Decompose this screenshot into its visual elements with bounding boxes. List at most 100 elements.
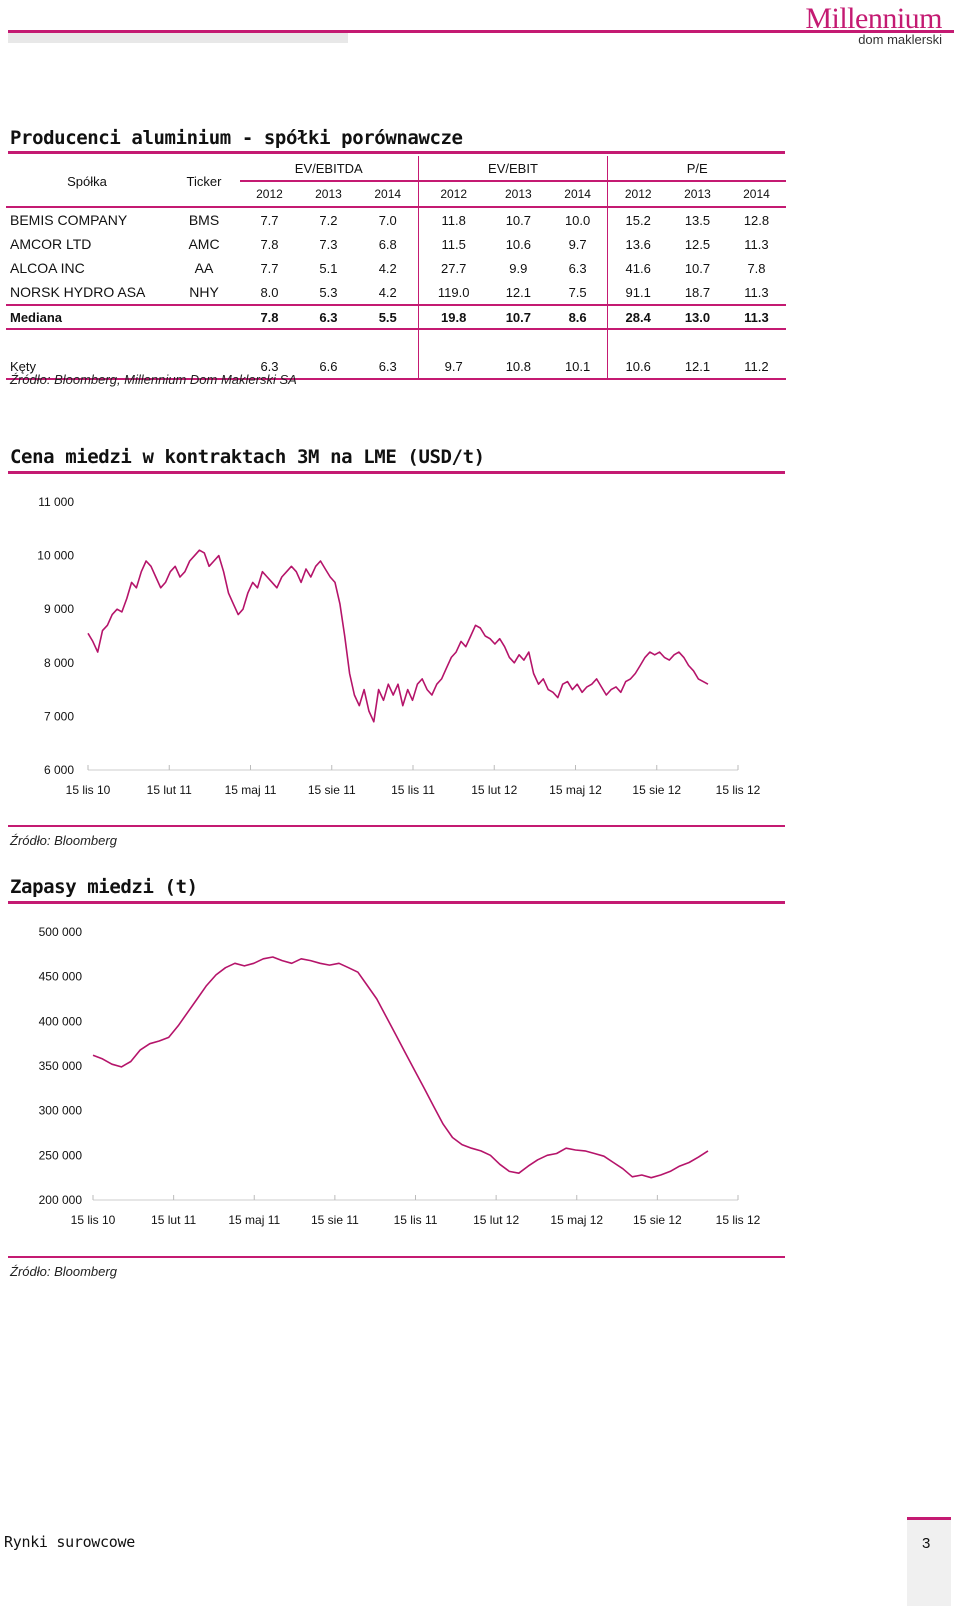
value-cell: 6.3 xyxy=(240,354,299,380)
value-cell: 9.7 xyxy=(568,236,587,252)
chart2-title: Zapasy miedzi (t) xyxy=(10,876,198,898)
x-tick-label: 15 sie 11 xyxy=(308,783,356,797)
chart1-bottom-rule xyxy=(8,825,785,827)
x-tick-label: 15 maj 11 xyxy=(225,783,277,797)
x-tick-label: 15 lis 11 xyxy=(391,783,435,797)
value-cell: 10.7 xyxy=(505,212,531,228)
x-tick-label: 15 maj 12 xyxy=(550,1213,603,1227)
value-cell: 6.8 xyxy=(378,236,397,252)
company-name: AMCOR LTD xyxy=(10,236,92,252)
company-name: Mediana xyxy=(6,304,168,330)
value-cell: 7.3 xyxy=(319,236,338,252)
x-tick-label: 15 lut 12 xyxy=(471,783,517,797)
value-cell: 5.5 xyxy=(357,304,419,330)
value-cell: 15.2 xyxy=(607,207,668,232)
y-tick-label: 7 000 xyxy=(44,709,74,723)
value-cell: 10.1 xyxy=(547,354,608,380)
y-tick-label: 200 000 xyxy=(39,1193,83,1207)
x-tick-label: 15 lis 10 xyxy=(71,1213,116,1227)
spacer-row xyxy=(6,329,786,354)
value-cell: 7.2 xyxy=(319,212,338,228)
value-cell: 10.7 xyxy=(684,260,711,276)
group-header-evebitda: EV/EBITDA xyxy=(240,156,419,182)
value-cell: 4.2 xyxy=(378,260,397,276)
value-cell: 5.3 xyxy=(319,284,338,300)
value-cell: 8.0 xyxy=(260,284,279,300)
company-name: ALCOA INC xyxy=(10,260,85,276)
year-header: 2014 xyxy=(547,181,608,208)
x-tick-label: 15 lis 12 xyxy=(716,783,761,797)
copper-stocks-chart: 500 000 450 000 400 000 350 000 300 000 250 0… xyxy=(0,910,790,1260)
x-tick-label: 15 lut 11 xyxy=(147,783,192,797)
comparison-table: Spółka Ticker EV/EBITDA EV/EBIT P/E 2012… xyxy=(6,156,786,380)
series-line xyxy=(87,549,709,723)
value-cell: 11.8 xyxy=(417,207,489,232)
table-title: Producenci aluminium - spółki porównawcz… xyxy=(10,127,463,149)
value-cell: 11.3 xyxy=(726,304,786,330)
x-tick-label: 15 maj 11 xyxy=(228,1213,280,1227)
ticker xyxy=(168,354,240,380)
x-tick-label: 15 lis 12 xyxy=(716,1213,761,1227)
value-cell: 13.5 xyxy=(684,212,711,228)
copper-stocks-chart-svg: 500 000 450 000 400 000 350 000 300 000 250 0… xyxy=(39,925,761,1227)
value-cell: 12.1 xyxy=(505,284,531,300)
value-cell: 13.0 xyxy=(667,304,727,330)
value-cell: 6.3 xyxy=(357,354,419,380)
year-header: 2012 xyxy=(607,181,668,208)
footer-page-box xyxy=(907,1520,951,1606)
y-tick-label: 300 000 xyxy=(39,1104,83,1118)
year-header: 2013 xyxy=(488,181,548,208)
x-tick-label: 15 maj 12 xyxy=(549,783,602,797)
company-name: BEMIS COMPANY xyxy=(10,212,128,228)
y-tick-label: 400 000 xyxy=(39,1014,83,1028)
value-cell: 11.5 xyxy=(417,232,489,256)
header-gray-bar xyxy=(8,33,348,43)
value-cell: 6.3 xyxy=(568,260,587,276)
value-cell: 91.1 xyxy=(607,280,668,305)
value-cell: 8.6 xyxy=(547,304,608,330)
value-cell: 10.6 xyxy=(505,236,531,252)
value-cell: 41.6 xyxy=(607,256,668,280)
group-header-pe: P/E xyxy=(607,156,786,182)
table-row: BEMIS COMPANY BMS 7.7 7.2 7.0 11.8 10.7 10.0 15.… xyxy=(6,207,786,232)
table-row: NORSK HYDRO ASA NHY 8.0 5.3 4.2 119.0 12.1 7.5 9… xyxy=(6,280,786,305)
x-tick-label: 15 lis 10 xyxy=(66,783,111,797)
year-header: 2013 xyxy=(667,181,727,208)
group-header-evebit: EV/EBIT xyxy=(417,156,608,182)
brand-logo: Millennium dom maklerski xyxy=(805,2,942,47)
footer-section-label: Rynki surowcowe xyxy=(4,1533,135,1551)
copper-price-chart: 11 000 10 000 9 000 8 000 7 000 6 000 15 lis 1… xyxy=(0,480,790,825)
y-tick-label: 450 000 xyxy=(39,970,83,984)
value-cell: 10.8 xyxy=(488,354,548,380)
y-tick-label: 6 000 xyxy=(44,763,74,777)
y-tick-label: 8 000 xyxy=(44,656,74,670)
y-tick-label: 11 000 xyxy=(38,495,74,509)
value-cell: 10.0 xyxy=(564,212,591,228)
header-accent-bar xyxy=(8,30,954,33)
value-cell: 19.8 xyxy=(417,304,489,330)
brand-sub: dom maklerski xyxy=(858,32,942,47)
x-tick-label: 15 sie 11 xyxy=(311,1213,359,1227)
year-header: 2014 xyxy=(726,181,786,208)
year-header: 2013 xyxy=(298,181,358,208)
copper-price-chart-svg: 11 000 10 000 9 000 8 000 7 000 6 000 15 lis 1… xyxy=(37,495,761,797)
y-tick-label: 500 000 xyxy=(39,925,83,939)
value-cell: 12.1 xyxy=(667,354,727,380)
company-name: Kęty xyxy=(6,354,168,380)
ticker xyxy=(168,304,240,330)
value-cell: 12.5 xyxy=(684,236,711,252)
y-tick-label: 10 000 xyxy=(37,549,74,563)
value-cell: 7.8 xyxy=(747,260,766,276)
value-cell: 4.2 xyxy=(378,284,397,300)
y-tick-label: 250 000 xyxy=(39,1148,83,1162)
chart1-title: Cena miedzi w kontraktach 3M na LME (USD… xyxy=(10,446,485,468)
footer-page-accent xyxy=(907,1517,951,1520)
x-tick-label: 15 sie 12 xyxy=(632,783,681,797)
value-cell: 7.8 xyxy=(240,304,299,330)
table-row: AMCOR LTD AMC 7.8 7.3 6.8 11.5 10.6 9.7 13.6 12.5… xyxy=(6,232,786,256)
year-header: 2014 xyxy=(357,181,419,208)
table-title-rule xyxy=(8,151,785,154)
value-cell: 7.8 xyxy=(260,236,279,252)
brand-name: Millennium xyxy=(805,2,942,35)
chart2-title-rule xyxy=(8,901,785,904)
